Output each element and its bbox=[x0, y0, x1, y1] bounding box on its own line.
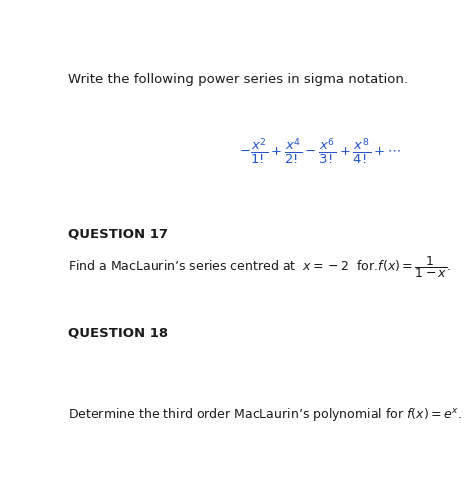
Text: QUESTION 18: QUESTION 18 bbox=[68, 327, 168, 340]
Text: Write the following power series in sigma notation.: Write the following power series in sigm… bbox=[68, 73, 408, 86]
Text: $-\dfrac{x^2}{1!}+\dfrac{x^4}{2!}-\dfrac{x^6}{3!}+\dfrac{x^8}{4!}+\cdots$: $-\dfrac{x^2}{1!}+\dfrac{x^4}{2!}-\dfrac… bbox=[240, 137, 401, 167]
Text: QUESTION 17: QUESTION 17 bbox=[68, 227, 168, 240]
Text: Find a MacLaurin’s series centred at  $x = -2$  for.$f(x) = \dfrac{1}{1-x}$.: Find a MacLaurin’s series centred at $x … bbox=[68, 254, 451, 280]
Text: Determine the third order MacLaurin’s polynomial for $f(x) = e^x$.: Determine the third order MacLaurin’s po… bbox=[68, 406, 461, 423]
